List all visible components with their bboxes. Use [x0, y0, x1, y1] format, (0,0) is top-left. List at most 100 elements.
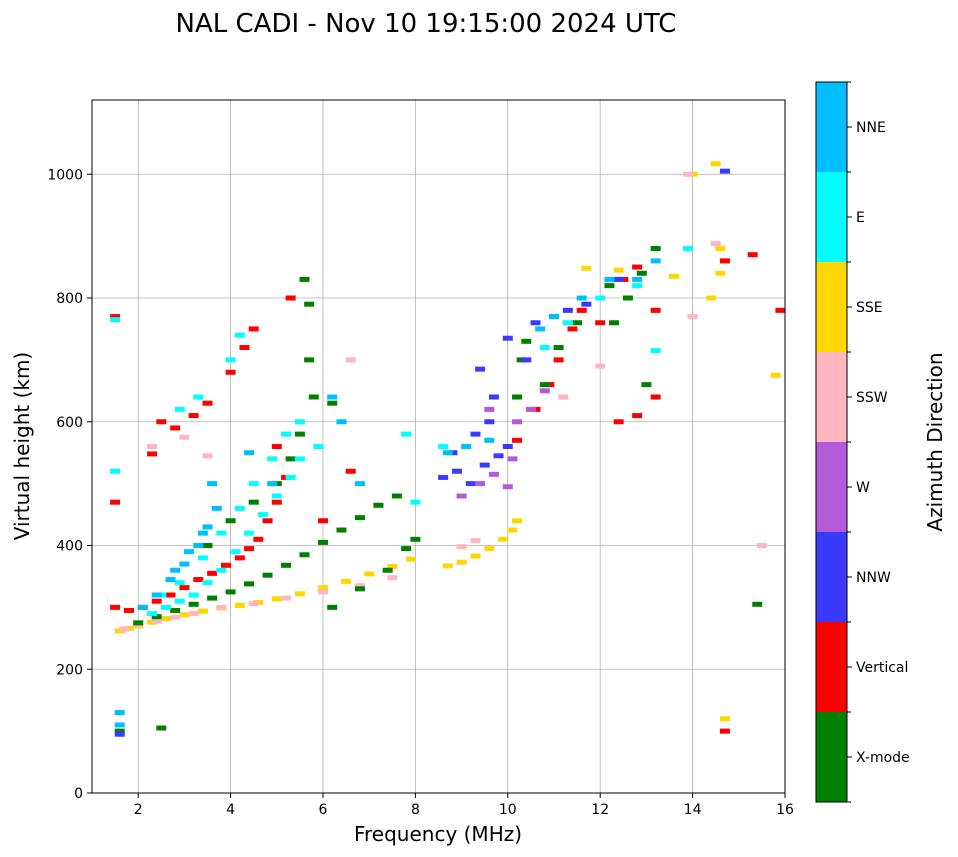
y-tick-label: 600 — [56, 415, 83, 431]
echo-point — [336, 527, 347, 533]
echo-point — [271, 596, 282, 602]
echo-point — [294, 591, 305, 597]
echo-point — [207, 595, 218, 601]
echo-point — [502, 335, 513, 341]
echo-point — [202, 543, 213, 548]
echo-point — [521, 338, 532, 344]
colorbar-segment — [816, 442, 847, 532]
echo-point — [650, 348, 661, 354]
echo-point — [576, 295, 587, 301]
echo-point — [613, 419, 624, 425]
x-tick-label: 14 — [684, 802, 702, 818]
x-tick-label: 2 — [134, 802, 143, 818]
echo-point — [225, 589, 236, 595]
echo-point — [318, 539, 328, 545]
echo-point — [391, 493, 402, 499]
echo-point — [188, 601, 199, 607]
echo-point — [202, 524, 213, 530]
echo-point — [687, 314, 698, 320]
echo-point — [719, 258, 730, 264]
echo-point — [207, 570, 218, 576]
echo-point — [174, 580, 185, 586]
echo-point — [285, 456, 296, 462]
echo-point — [216, 530, 227, 536]
echo-point — [650, 246, 661, 251]
echo-point — [281, 562, 292, 568]
echo-point — [595, 295, 606, 301]
echo-point — [507, 527, 518, 533]
echo-point — [174, 598, 185, 604]
echo-point — [752, 601, 763, 607]
echo-point — [137, 604, 148, 610]
echo-point — [262, 518, 273, 524]
echo-point — [248, 601, 259, 607]
trace-ssw — [119, 171, 767, 632]
echo-point — [299, 552, 310, 558]
echo-point — [151, 598, 162, 604]
echo-point — [567, 326, 578, 332]
colorbar-segment — [816, 172, 847, 262]
echo-point — [775, 307, 786, 313]
echo-point — [114, 728, 125, 734]
echo-point — [525, 406, 536, 412]
echo-point — [193, 394, 204, 400]
echo-point — [710, 161, 721, 167]
echo-point — [405, 556, 416, 562]
echo-point — [294, 456, 305, 462]
echo-point — [193, 577, 204, 583]
echo-point — [484, 406, 495, 412]
echo-point — [225, 518, 236, 524]
echo-point — [410, 536, 421, 542]
plot-frame — [91, 99, 786, 794]
echo-point — [179, 585, 190, 591]
echo-point — [609, 320, 620, 326]
echo-point — [147, 444, 158, 449]
echo-point — [202, 453, 213, 459]
echo-point — [354, 583, 365, 589]
colorbar-tick-label: Vertical — [856, 660, 908, 676]
echo-point — [211, 505, 222, 511]
echo-point — [248, 326, 259, 332]
trace-nnw — [114, 168, 730, 737]
echo-point — [475, 366, 486, 372]
colorbar-label: Azimuth Direction — [923, 352, 947, 531]
echo-point — [539, 388, 550, 394]
echo-point — [179, 561, 190, 567]
echo-point — [188, 592, 199, 598]
echo-point — [345, 357, 356, 363]
echo-point — [202, 400, 213, 406]
echo-point — [170, 567, 181, 573]
echo-point — [271, 444, 282, 449]
echo-point — [747, 252, 758, 258]
echo-point — [470, 538, 481, 544]
colorbar-segment — [816, 352, 847, 442]
y-tick-label: 200 — [56, 662, 83, 678]
echo-point — [285, 295, 296, 301]
echo-point — [438, 444, 449, 449]
colorbar-tick-label: SSW — [856, 390, 888, 406]
echo-point — [271, 499, 282, 505]
echo-point — [715, 270, 726, 276]
echo-point — [304, 357, 315, 363]
echo-point — [604, 283, 615, 289]
echo-point — [239, 345, 250, 350]
echo-point — [327, 604, 338, 610]
echo-point — [382, 567, 393, 573]
echo-point — [244, 581, 255, 587]
echo-point — [576, 307, 587, 313]
echo-point — [179, 434, 190, 440]
echo-point — [549, 314, 559, 320]
colorbar-frame — [815, 81, 848, 803]
echo-point — [650, 307, 661, 313]
echo-point — [244, 546, 255, 552]
echo-point — [225, 369, 236, 375]
x-tick-label: 4 — [226, 802, 235, 818]
echo-point — [512, 437, 523, 443]
echo-point — [632, 283, 643, 289]
echo-point — [147, 611, 158, 617]
echo-point — [299, 276, 310, 282]
echo-point — [484, 546, 495, 552]
echo-point — [114, 731, 125, 737]
echo-point — [636, 270, 647, 276]
echo-point — [710, 241, 721, 247]
